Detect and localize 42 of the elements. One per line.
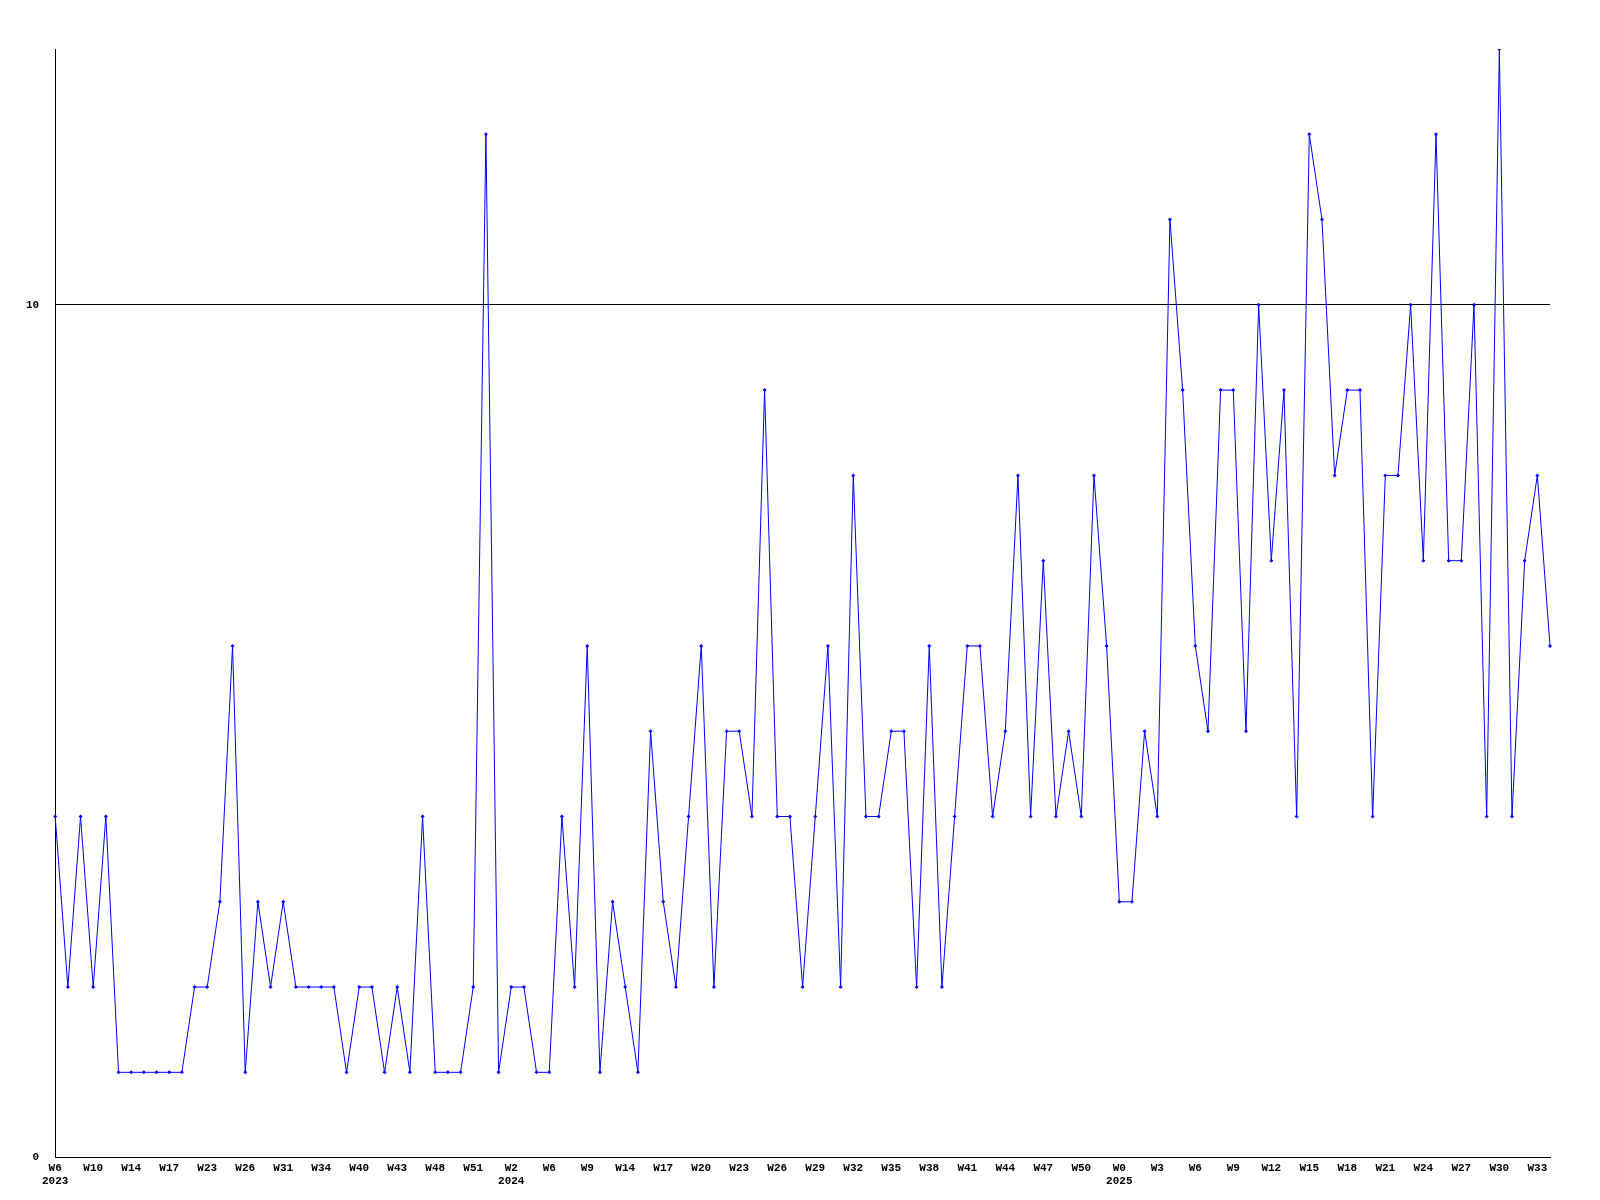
x-tick-label: W35 (881, 1161, 902, 1174)
x-tick-label: W18 (1337, 1161, 1358, 1174)
x-tick-label: W14 (121, 1161, 142, 1174)
x-tick-label: W6 2023 (42, 1161, 69, 1188)
x-tick-label: W17 (653, 1161, 674, 1174)
x-tick-label: W51 (463, 1161, 484, 1174)
x-tick-label: W26 (767, 1161, 788, 1174)
x-tick-label: W44 (995, 1161, 1016, 1174)
x-tick-label: W34 (311, 1161, 332, 1174)
x-tick-label: W0 2025 (1106, 1161, 1133, 1188)
x-tick-label: W43 (387, 1161, 408, 1174)
y-tick-label: 10 (26, 298, 40, 311)
x-tick-label: W17 (159, 1161, 180, 1174)
x-tick-label: W41 (957, 1161, 978, 1174)
x-tick-label: W20 (691, 1161, 712, 1174)
x-tick-label: W27 (1451, 1161, 1472, 1174)
x-tick-label: W38 (919, 1161, 940, 1174)
x-tick-label: W30 (1489, 1161, 1510, 1174)
x-tick-label: W9 (580, 1161, 594, 1174)
x-tick-label: W23 (729, 1161, 750, 1174)
x-tick-label: W15 (1299, 1161, 1320, 1174)
x-tick-label: W33 (1527, 1161, 1548, 1174)
x-tick-label: W12 (1261, 1161, 1282, 1174)
x-tick-label: W32 (843, 1161, 864, 1174)
x-tick-label: W21 (1375, 1161, 1396, 1174)
x-tick-label: W3 (1150, 1161, 1165, 1174)
x-tick-label: W6 (1188, 1161, 1202, 1174)
x-tick-label: W29 (805, 1161, 826, 1174)
x-tick-label: W50 (1071, 1161, 1092, 1174)
x-tick-label: W2 2024 (498, 1161, 525, 1188)
x-tick-label: W10 (83, 1161, 104, 1174)
x-tick-label: W31 (273, 1161, 294, 1174)
y-tick-label: 0 (32, 1151, 40, 1164)
x-tick-label: W23 (197, 1161, 218, 1174)
x-tick-label: W14 (615, 1161, 636, 1174)
x-tick-label: W26 (235, 1161, 256, 1174)
x-tick-label: W48 (425, 1161, 446, 1174)
x-tick-label: W6 (542, 1161, 556, 1174)
x-tick-label: W9 (1226, 1161, 1240, 1174)
x-tick-label: W40 (349, 1161, 370, 1174)
x-tick-label: W47 (1033, 1161, 1054, 1174)
x-tick-label: W24 (1413, 1161, 1434, 1174)
